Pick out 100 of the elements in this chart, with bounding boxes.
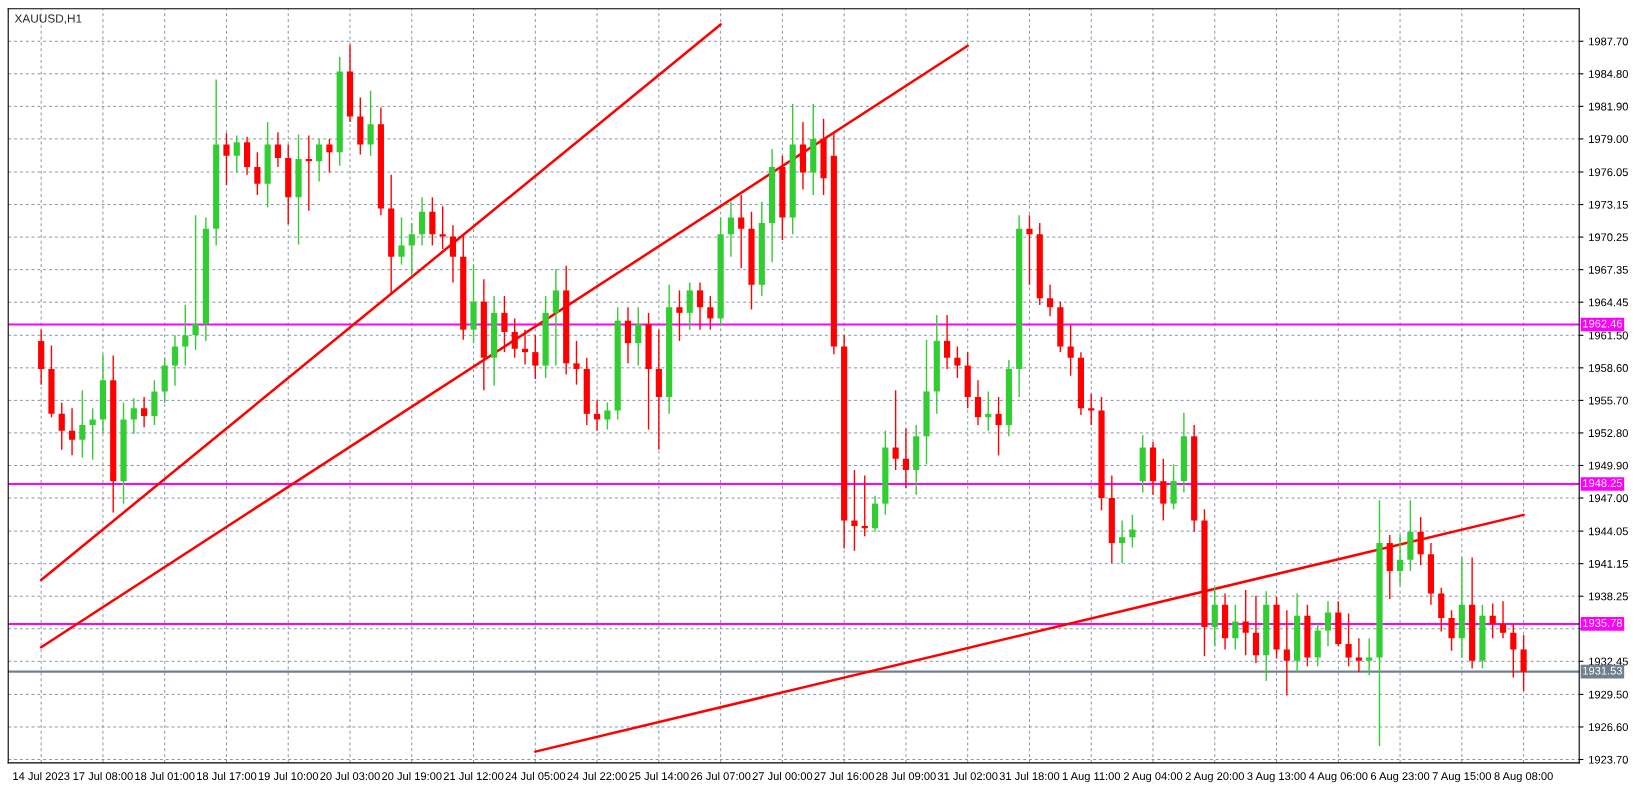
y-tick-label: 1967.35 — [1589, 265, 1628, 274]
x-tick-label: 14 Jul 2023 — [13, 771, 70, 781]
candlestick — [995, 396, 1002, 457]
candlestick — [1232, 603, 1239, 651]
candlestick — [68, 407, 76, 457]
candlestick — [1170, 463, 1177, 510]
x-tick-label: 25 Jul 14:00 — [629, 771, 689, 781]
y-tick-label: 1964.45 — [1589, 298, 1628, 307]
x-tick-label: 20 Jul 03:00 — [320, 771, 380, 781]
x-tick-label: 2 Aug 20:00 — [1185, 772, 1244, 783]
candlestick — [954, 345, 961, 379]
candlestick — [408, 222, 415, 277]
candlestick — [1489, 602, 1496, 639]
y-tick-label: 1981.90 — [1589, 102, 1628, 111]
candlestick — [944, 314, 951, 370]
candlestick — [367, 89, 374, 157]
ref-line-label: 1931.53 — [1583, 666, 1623, 675]
x-tick-label: 3 Aug 13:00 — [1247, 772, 1306, 783]
candlestick — [696, 281, 704, 331]
y-tick-label: 1923.70 — [1589, 755, 1628, 764]
candlestick — [738, 194, 745, 269]
y-tick-label: 1932.45 — [1589, 657, 1628, 666]
candlestick — [573, 340, 580, 386]
x-tick-label: 18 Jul 17:00 — [197, 771, 257, 781]
y-tick-label: 1938.25 — [1589, 592, 1628, 601]
ref-line-label: 1948.25 — [1583, 479, 1623, 487]
x-tick-label: 26 Jul 07:00 — [690, 771, 751, 781]
y-tick-label: 1952.80 — [1589, 429, 1628, 438]
candlestick — [182, 304, 189, 367]
ref-line-label: 1962.46 — [1583, 319, 1623, 328]
candlestick — [1345, 612, 1352, 668]
candlestick — [1242, 589, 1249, 656]
x-tick-label: 24 Jul 22:00 — [567, 771, 627, 781]
candlestick — [1160, 458, 1167, 522]
candlestick — [439, 205, 446, 250]
x-tick-label: 28 Jul 09:00 — [876, 771, 936, 781]
candlestick — [851, 469, 858, 552]
candlestick — [1252, 594, 1260, 664]
x-tick-label: 27 Jul 16:00 — [814, 771, 874, 781]
x-tick-label: 1 Aug 11:00 — [1062, 772, 1121, 783]
candlestick — [1510, 623, 1517, 679]
y-tick-label: 1949.90 — [1589, 461, 1628, 470]
candlestick — [1366, 637, 1373, 677]
candlestick — [727, 201, 734, 258]
candlestick — [1355, 637, 1362, 673]
candlestick — [254, 151, 261, 196]
y-tick-label: 1984.80 — [1589, 70, 1628, 78]
y-tick-label: 1929.50 — [1589, 690, 1628, 699]
x-tick-label: 31 Jul 02:00 — [937, 771, 998, 781]
candlestick — [274, 131, 282, 168]
x-tick-label: 18 Jul 01:00 — [135, 771, 195, 781]
candlestick — [604, 401, 611, 431]
candlestick — [1119, 519, 1126, 564]
x-tick-label: 31 Jul 18:00 — [999, 771, 1060, 781]
candlestick — [192, 214, 199, 351]
candlestick — [1448, 609, 1455, 652]
candlestick — [1211, 587, 1218, 647]
candlestick — [635, 306, 642, 367]
x-tick-label: 8 Aug 08:00 — [1494, 772, 1553, 783]
candlestick — [89, 407, 96, 461]
y-tick-label: 1958.60 — [1589, 364, 1628, 372]
candlestick — [1046, 284, 1054, 317]
candlestick — [1396, 534, 1404, 587]
candlestick — [1417, 516, 1424, 567]
y-tick-label: 1976.05 — [1589, 168, 1628, 177]
candlestick — [1129, 514, 1136, 549]
candlestick — [501, 295, 508, 353]
ref-line-label: 1935.78 — [1583, 619, 1623, 627]
x-tick-label: 4 Aug 06:00 — [1308, 772, 1368, 783]
candlestick — [892, 389, 899, 471]
candlestick — [552, 268, 559, 367]
y-tick-label: 1979.00 — [1589, 135, 1628, 144]
candlestick — [532, 334, 539, 380]
candlestick — [1324, 600, 1332, 647]
candlestick — [676, 289, 683, 342]
candlestick — [511, 317, 518, 359]
y-tick-label: 1926.60 — [1589, 723, 1628, 732]
candlestick — [141, 396, 148, 429]
candlestick — [624, 306, 632, 365]
y-tick-label: 1987.70 — [1589, 37, 1628, 46]
y-tick-label: 1944.05 — [1589, 527, 1628, 536]
candlestick — [974, 379, 982, 426]
candlestick — [1520, 634, 1527, 692]
candlestick — [171, 334, 179, 387]
candlestick — [130, 397, 137, 435]
candlestick — [398, 216, 405, 266]
candlestick — [79, 389, 86, 459]
candlestick — [686, 281, 693, 331]
candlestick — [58, 401, 65, 451]
x-tick-label: 24 Jul 05:00 — [505, 771, 566, 781]
x-tick-label: 6 Aug 23:00 — [1370, 772, 1430, 783]
candlestick — [902, 427, 910, 489]
candlestick — [1499, 600, 1507, 639]
chart-title: XAUUSD,H1 — [14, 14, 82, 25]
candlestick — [429, 196, 436, 247]
candlestick — [418, 196, 426, 247]
candlestick — [316, 138, 323, 183]
y-tick-label: 1955.70 — [1589, 396, 1628, 405]
y-tick-label: 1947.00 — [1589, 494, 1628, 503]
y-tick-label: 1961.50 — [1589, 331, 1628, 340]
